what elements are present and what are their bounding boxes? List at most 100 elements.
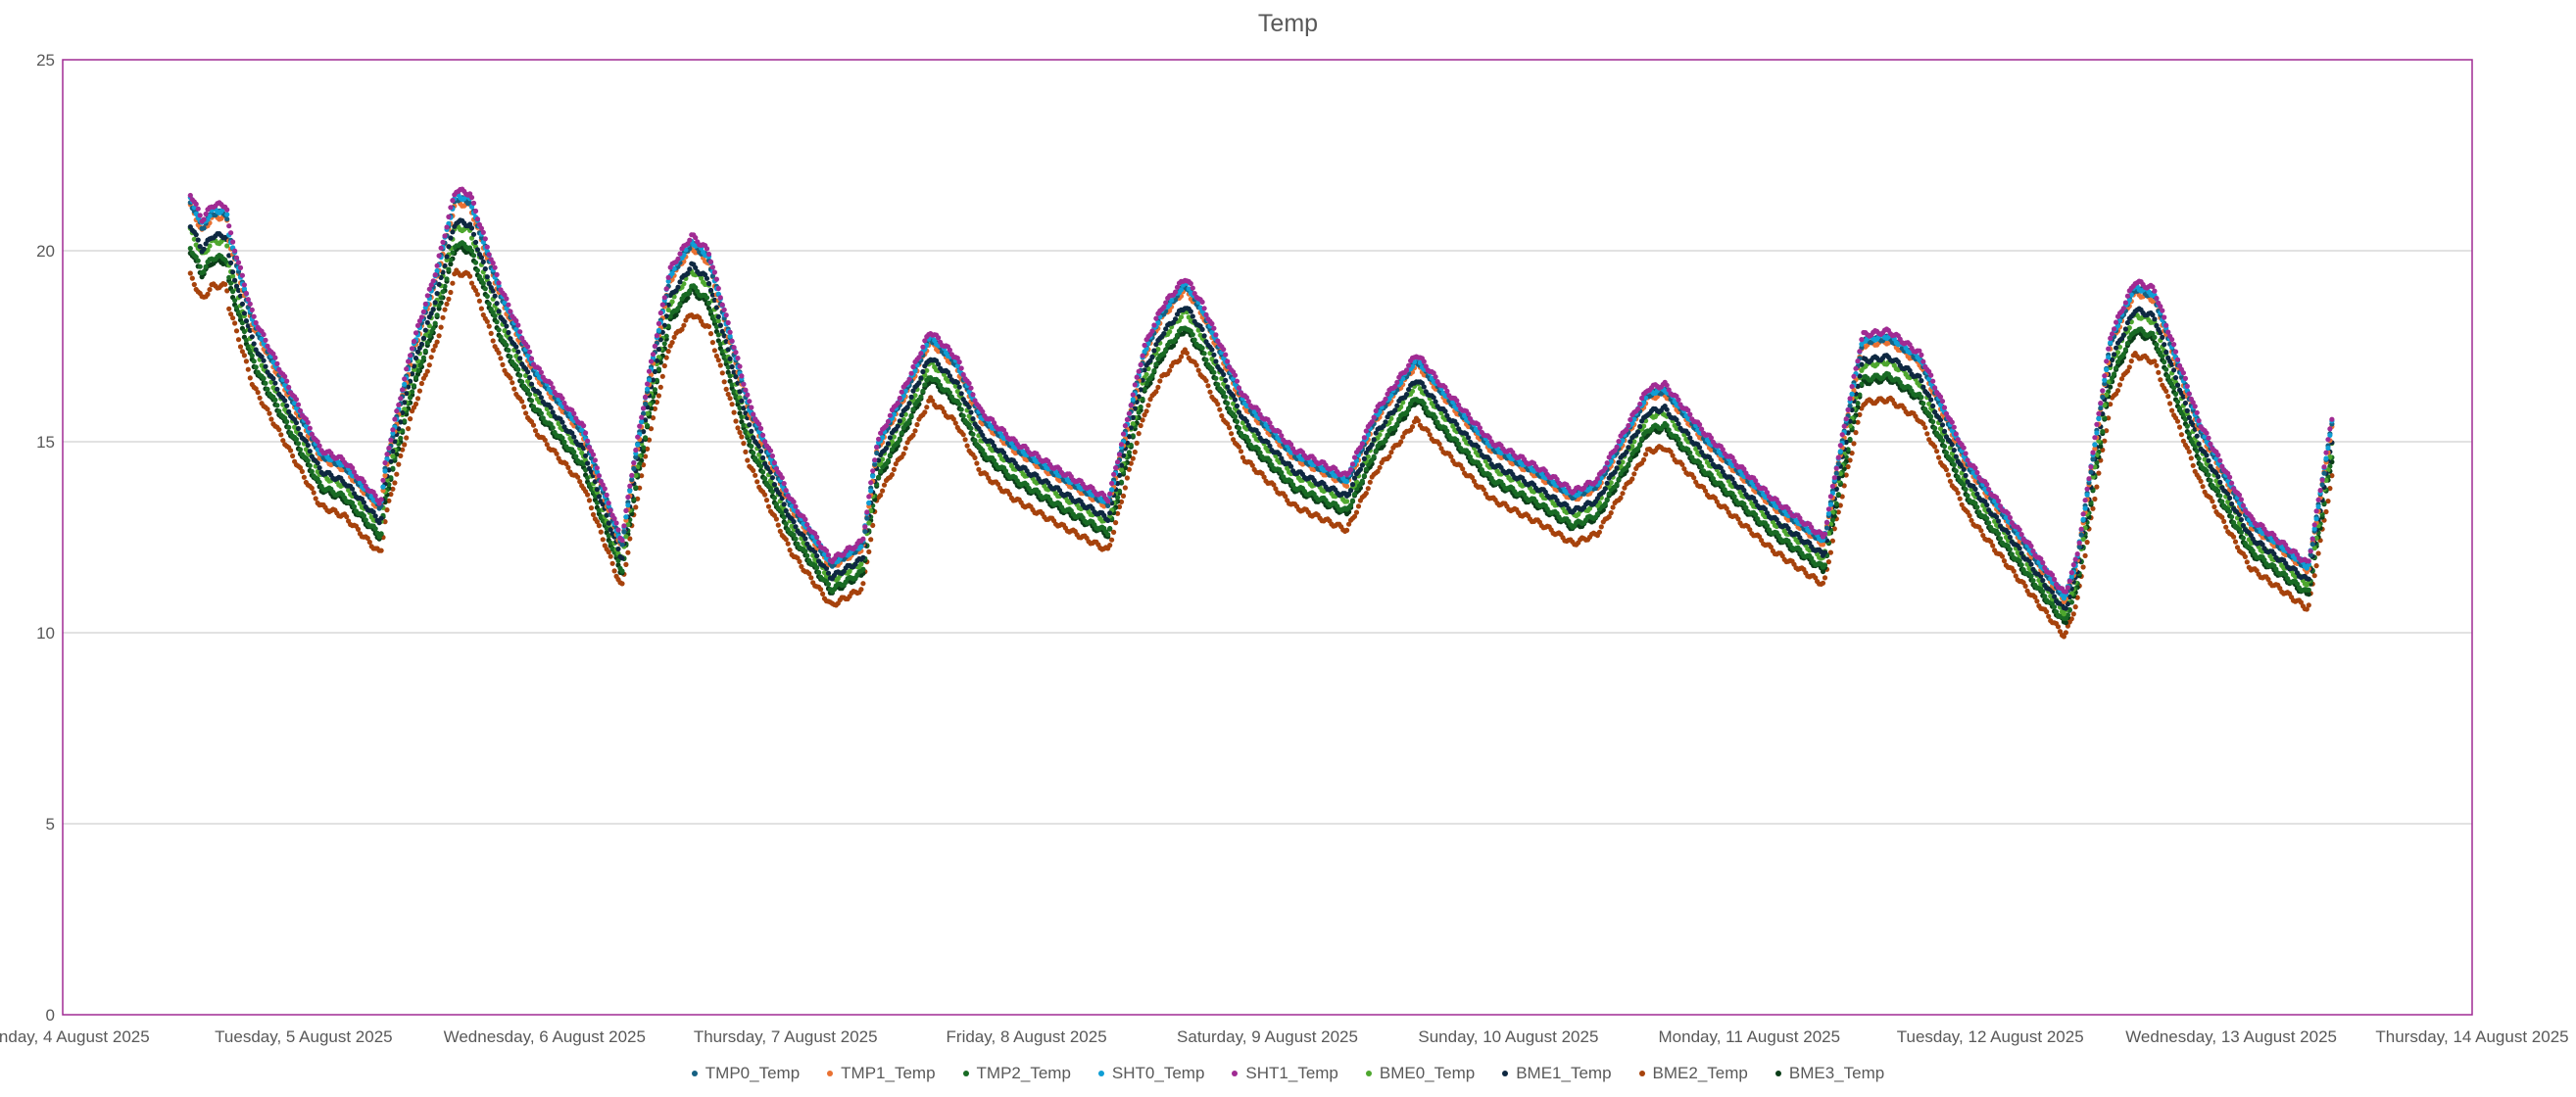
data-point	[293, 420, 300, 426]
data-point	[436, 333, 442, 339]
data-point	[251, 358, 257, 364]
data-point	[494, 301, 500, 307]
data-point	[418, 359, 424, 365]
data-point	[1941, 444, 1948, 450]
data-point	[958, 406, 964, 412]
data-point	[751, 467, 756, 473]
data-point	[950, 416, 956, 422]
data-point	[733, 418, 739, 424]
data-point	[237, 313, 244, 319]
data-point	[1140, 417, 1145, 423]
data-point	[1406, 405, 1412, 411]
data-point	[1173, 316, 1179, 322]
data-point	[2198, 478, 2204, 484]
data-point	[793, 524, 799, 530]
data-point	[2184, 445, 2190, 451]
data-point	[900, 451, 906, 456]
data-point	[1353, 509, 1360, 515]
data-point	[760, 469, 766, 475]
data-point	[1107, 543, 1113, 548]
data-point	[390, 486, 396, 492]
data-point	[527, 392, 533, 398]
data-point	[596, 494, 603, 500]
data-point	[619, 555, 625, 561]
data-point	[745, 457, 751, 463]
data-point	[922, 409, 928, 415]
data-point	[2080, 564, 2086, 570]
data-point	[418, 380, 424, 387]
data-point	[2163, 366, 2169, 372]
data-point	[2001, 558, 2008, 564]
data-point	[876, 474, 882, 480]
data-point	[1190, 332, 1195, 338]
data-point	[1217, 406, 1223, 412]
data-point	[1768, 544, 1774, 550]
data-point	[749, 444, 754, 450]
data-point	[659, 373, 665, 379]
data-point	[773, 516, 780, 522]
data-point	[687, 266, 693, 272]
data-point	[646, 437, 653, 443]
data-point	[2211, 503, 2217, 510]
data-point	[1400, 434, 1406, 440]
data-point	[450, 250, 456, 256]
data-point	[1232, 413, 1239, 419]
data-point	[247, 375, 253, 381]
data-point	[912, 428, 918, 434]
data-point	[554, 451, 559, 456]
data-point	[2114, 388, 2121, 394]
data-point	[1968, 517, 1974, 523]
data-point	[1825, 559, 1831, 565]
data-point	[885, 441, 892, 447]
data-point	[1626, 461, 1631, 467]
data-point	[527, 374, 533, 381]
data-point	[1829, 538, 1835, 544]
data-point	[1919, 394, 1924, 401]
data-point	[1113, 520, 1119, 526]
data-point	[1847, 457, 1853, 463]
data-point	[187, 246, 193, 252]
data-point	[550, 425, 556, 431]
data-point	[2100, 429, 2106, 435]
data-point	[661, 341, 667, 347]
data-point	[1344, 527, 1350, 534]
data-point	[2206, 472, 2211, 478]
data-point	[783, 537, 789, 543]
data-point	[496, 309, 502, 314]
data-point	[2231, 534, 2237, 540]
x-tick-label: Saturday, 9 August 2025	[1177, 1027, 1358, 1046]
data-point	[2018, 562, 2024, 568]
data-point	[1939, 438, 1946, 444]
data-point	[2104, 428, 2110, 434]
data-point	[548, 405, 554, 410]
data-point	[1409, 424, 1416, 430]
data-point	[771, 495, 778, 501]
data-point	[858, 587, 864, 593]
data-point	[203, 263, 209, 269]
data-point	[2306, 587, 2311, 593]
data-point	[272, 380, 278, 386]
data-point	[825, 581, 832, 588]
x-tick-label: Friday, 8 August 2025	[947, 1027, 1107, 1046]
data-point	[243, 337, 249, 343]
data-point	[480, 259, 486, 264]
data-point	[669, 340, 675, 346]
data-point	[588, 505, 595, 511]
data-point	[2128, 358, 2134, 364]
data-point	[968, 425, 974, 431]
data-point	[386, 498, 392, 503]
data-point	[1857, 411, 1863, 417]
data-point	[305, 457, 311, 463]
data-point	[2112, 371, 2117, 377]
data-point	[731, 409, 737, 415]
data-point	[1604, 497, 1610, 502]
data-point	[490, 338, 496, 344]
data-point	[1947, 478, 1953, 484]
data-point	[1151, 348, 1157, 354]
data-point	[885, 457, 892, 463]
data-point	[1118, 499, 1125, 504]
data-point	[737, 410, 743, 416]
data-point	[191, 281, 197, 288]
data-point	[515, 366, 521, 372]
data-point	[1122, 485, 1128, 491]
